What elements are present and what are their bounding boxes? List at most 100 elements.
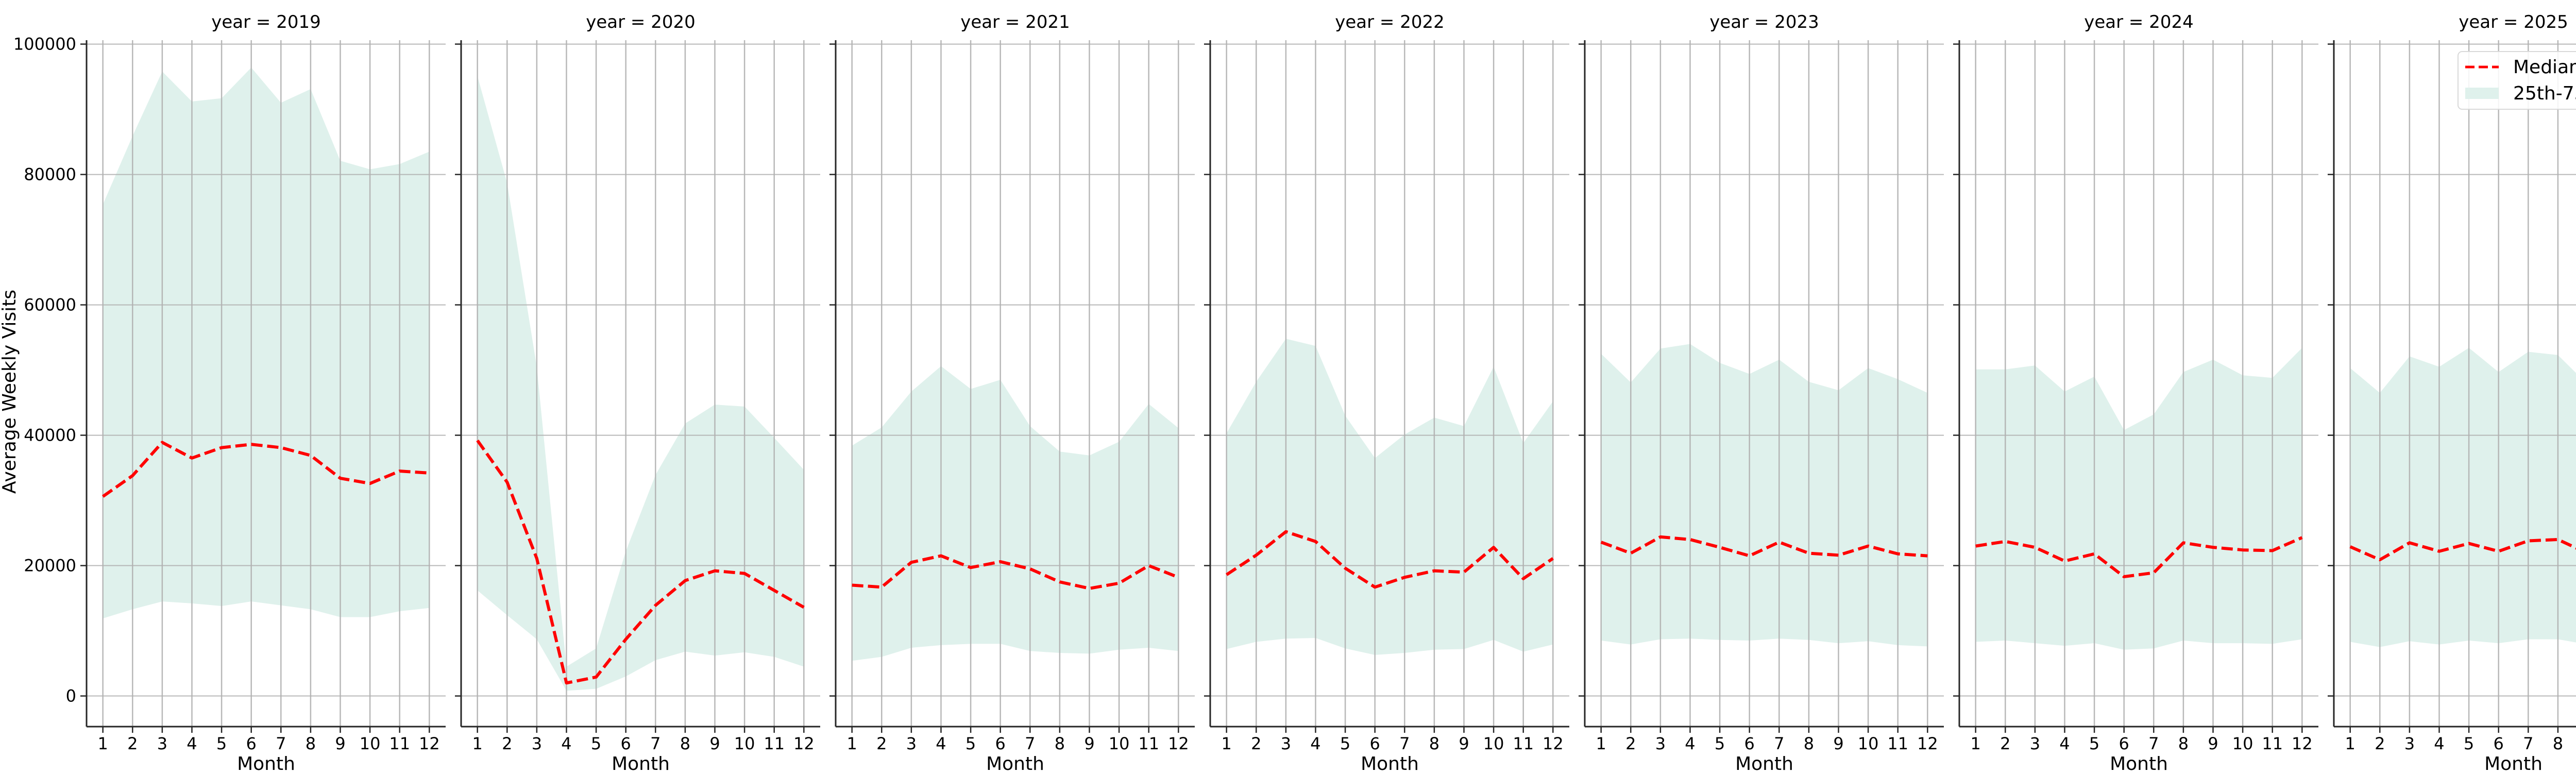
x-tick-label: 12 <box>1168 734 1189 753</box>
x-tick-label: 10 <box>734 734 755 753</box>
y-tick-label: 0 <box>66 686 76 706</box>
x-tick-label: 2 <box>2375 734 2385 753</box>
x-tick-label: 10 <box>360 734 381 753</box>
x-tick-label: 6 <box>1744 734 1755 753</box>
x-tick-label: 8 <box>1804 734 1814 753</box>
x-tick-label: 8 <box>1055 734 1065 753</box>
x-tick-label: 1 <box>1596 734 1606 753</box>
x-tick-label: 1 <box>472 734 483 753</box>
median-line <box>101 441 430 498</box>
facet-title: year = 2019 <box>211 12 320 32</box>
facet-title: year = 2022 <box>1335 12 1444 32</box>
median-line <box>852 554 1179 590</box>
x-tick-label: 1 <box>1971 734 1981 753</box>
x-tick-label: 11 <box>1513 734 1534 753</box>
x-tick-label: 10 <box>2232 734 2253 753</box>
x-tick-label: 1 <box>2345 734 2355 753</box>
x-axis-label: Month <box>1735 753 1793 773</box>
x-axis-label: Month <box>612 753 670 773</box>
x-tick-label: 4 <box>561 734 571 753</box>
x-tick-label: 2 <box>876 734 887 753</box>
x-tick-label: 8 <box>306 734 316 753</box>
x-tick-label: 1 <box>98 734 108 753</box>
x-tick-label: 10 <box>1109 734 1130 753</box>
x-tick-label: 4 <box>936 734 946 753</box>
percentile-band <box>1601 344 1928 647</box>
legend-median-label: Median <box>2513 57 2576 78</box>
x-tick-label: 2 <box>502 734 512 753</box>
x-tick-label: 2 <box>1625 734 1636 753</box>
x-tick-label: 9 <box>1459 734 1469 753</box>
y-tick-label: 100000 <box>13 35 76 54</box>
x-tick-label: 12 <box>419 734 440 753</box>
x-tick-label: 8 <box>1429 734 1439 753</box>
x-tick-label: 7 <box>276 734 286 753</box>
x-tick-label: 12 <box>2292 734 2313 753</box>
median-line <box>1975 536 2303 579</box>
x-tick-label: 2 <box>1251 734 1261 753</box>
x-tick-label: 3 <box>157 734 167 753</box>
x-tick-label: 8 <box>680 734 690 753</box>
x-tick-label: 7 <box>1399 734 1410 753</box>
x-tick-label: 4 <box>2434 734 2444 753</box>
x-tick-label: 9 <box>2208 734 2218 753</box>
x-tick-label: 6 <box>995 734 1006 753</box>
x-tick-label: 6 <box>2494 734 2504 753</box>
y-tick-label: 40000 <box>24 426 76 445</box>
y-axis-label: Average Weekly Visits <box>0 290 20 494</box>
x-tick-label: 12 <box>1917 734 1938 753</box>
y-tick-label: 20000 <box>24 556 76 576</box>
x-tick-label: 2 <box>127 734 138 753</box>
x-tick-label: 11 <box>2262 734 2283 753</box>
x-tick-label: 11 <box>389 734 410 753</box>
x-axis-label: Month <box>986 753 1044 773</box>
facet-title: year = 2021 <box>960 12 1070 32</box>
x-tick-label: 11 <box>1138 734 1159 753</box>
x-tick-label: 8 <box>2553 734 2563 753</box>
x-tick-label: 5 <box>965 734 976 753</box>
x-tick-label: 7 <box>2148 734 2159 753</box>
x-tick-label: 1 <box>1222 734 1232 753</box>
x-tick-label: 10 <box>1483 734 1504 753</box>
x-tick-label: 9 <box>709 734 720 753</box>
x-tick-label: 11 <box>764 734 785 753</box>
x-tick-label: 4 <box>1685 734 1695 753</box>
x-axis-label: Month <box>2110 753 2168 773</box>
x-tick-label: 7 <box>2523 734 2533 753</box>
x-tick-label: 9 <box>1084 734 1094 753</box>
x-tick-label: 5 <box>591 734 601 753</box>
x-tick-label: 6 <box>621 734 631 753</box>
legend-band-swatch <box>2465 88 2499 99</box>
x-tick-label: 3 <box>532 734 542 753</box>
x-tick-label: 5 <box>1340 734 1350 753</box>
x-tick-label: 7 <box>1774 734 1784 753</box>
x-tick-label: 6 <box>2119 734 2129 753</box>
x-tick-label: 3 <box>1281 734 1291 753</box>
x-axis-label: Month <box>2484 753 2543 773</box>
x-tick-label: 6 <box>246 734 257 753</box>
x-tick-label: 1 <box>847 734 857 753</box>
x-tick-label: 11 <box>1887 734 1908 753</box>
x-tick-label: 6 <box>1370 734 1380 753</box>
facet-title: year = 2023 <box>1709 12 1819 32</box>
x-tick-label: 5 <box>2089 734 2099 753</box>
percentile-band <box>1226 339 1553 655</box>
x-tick-label: 3 <box>2404 734 2415 753</box>
x-tick-label: 3 <box>1655 734 1666 753</box>
y-tick-label: 60000 <box>24 295 76 315</box>
facet-title: year = 2024 <box>2084 12 2193 32</box>
facet-title: year = 2020 <box>586 12 695 32</box>
x-tick-label: 4 <box>1310 734 1320 753</box>
x-tick-label: 12 <box>793 734 815 753</box>
x-tick-label: 3 <box>2030 734 2040 753</box>
x-tick-label: 5 <box>2464 734 2474 753</box>
x-tick-label: 12 <box>1543 734 1564 753</box>
x-tick-label: 4 <box>187 734 197 753</box>
